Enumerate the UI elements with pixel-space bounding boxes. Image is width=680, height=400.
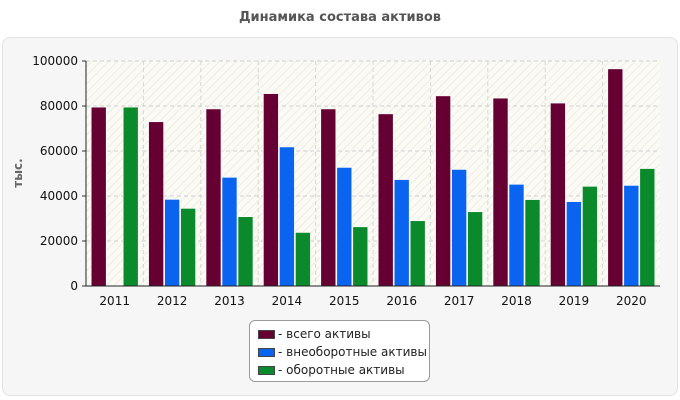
y-tick-label: 100000 [32, 54, 78, 68]
bar-current-2014 [295, 232, 311, 287]
chart-title: Динамика состава активов [238, 10, 442, 25]
bar-total-2019 [550, 102, 566, 287]
x-tick-label: 2020 [616, 294, 647, 308]
bar-current-2020 [639, 168, 656, 287]
bar-total-2017 [435, 95, 451, 287]
legend-swatch [258, 329, 275, 339]
legend-item: - внеоборотные активы [258, 343, 429, 361]
x-tick-label: 2019 [559, 294, 590, 308]
legend-label: - внеоборотные активы [278, 345, 427, 359]
bars [90, 68, 656, 287]
bar-current-2018 [524, 199, 541, 287]
bar-noncurrent-2017 [451, 169, 467, 287]
bar-noncurrent-2020 [623, 185, 640, 287]
bar-noncurrent-2019 [566, 201, 582, 287]
bar-total-2013 [205, 108, 222, 287]
y-tick-label: 80000 [40, 99, 78, 113]
bar-current-2019 [582, 186, 598, 287]
bar-total-2015 [320, 108, 337, 287]
bar-current-2017 [467, 211, 483, 287]
legend-item: - всего активы [258, 325, 429, 343]
bar-noncurrent-2015 [336, 167, 353, 287]
bar-total-2018 [492, 97, 509, 287]
legend-label: - всего активы [278, 327, 371, 341]
x-tick-label: 2014 [272, 294, 303, 308]
bar-total-2011 [90, 106, 107, 287]
bar-noncurrent-2013 [221, 177, 238, 287]
x-tick-label: 2012 [157, 294, 188, 308]
x-tick-label: 2018 [501, 294, 532, 308]
bar-current-2015 [352, 226, 369, 287]
bar-current-2012 [180, 208, 196, 287]
bar-noncurrent-2014 [279, 146, 295, 287]
bar-total-2020 [607, 68, 624, 287]
bar-noncurrent-2012 [164, 199, 180, 287]
legend: - всего активы - внеоборотные активы - обо… [249, 320, 430, 382]
bar-noncurrent-2016 [393, 179, 410, 287]
legend-swatch [258, 347, 275, 357]
y-tick-label: 20000 [40, 234, 78, 248]
axes: 0 20000 40000 60000 80000 100000 2011 2012 2013 2… [32, 54, 660, 308]
y-tick-label: 40000 [40, 189, 78, 203]
legend-label: - оборотные активы [278, 363, 405, 377]
bar-total-2016 [377, 113, 394, 287]
x-tick-label: 2011 [99, 294, 130, 308]
bar-current-2011 [122, 106, 139, 287]
y-tick-label: 60000 [40, 144, 78, 158]
y-tick-label: 0 [70, 279, 78, 293]
legend-item: - оборотные активы [258, 361, 429, 379]
bar-noncurrent-2018 [508, 184, 525, 287]
legend-swatch [258, 365, 275, 375]
y-axis-label: тыс. [11, 158, 25, 187]
bar-total-2012 [148, 121, 164, 287]
bar-current-2016 [409, 220, 426, 287]
bar-current-2013 [237, 216, 254, 287]
bar-total-2014 [263, 93, 279, 287]
x-tick-label: 2016 [386, 294, 417, 308]
x-tick-label: 2017 [444, 294, 475, 308]
x-tick-label: 2013 [214, 294, 245, 308]
x-tick-label: 2015 [329, 294, 360, 308]
